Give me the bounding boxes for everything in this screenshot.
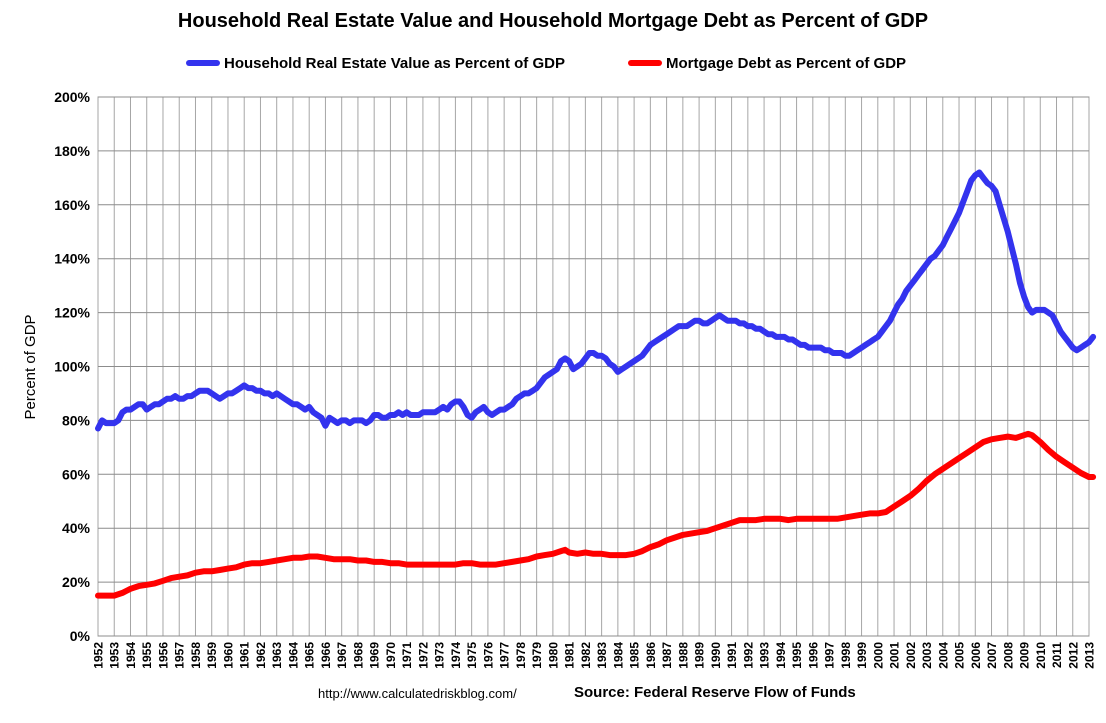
horizontal-gridlines (98, 96, 1089, 637)
series-lines (95, 169, 1097, 599)
x-tick-label: 1959 (205, 642, 219, 669)
x-tick-label: 2006 (969, 642, 983, 669)
x-tick-label: 1974 (449, 642, 463, 669)
x-tick-label: 1956 (156, 642, 170, 669)
x-tick-label: 1961 (238, 642, 252, 669)
x-tick-label: 2011 (1050, 642, 1064, 668)
x-tick-label: 1957 (173, 642, 187, 669)
legend-swatch-red (628, 60, 662, 66)
legend-item-real-estate: Household Real Estate Value as Percent o… (186, 52, 565, 74)
y-tick-label: 0% (70, 628, 91, 644)
x-tick-label: 1995 (790, 642, 804, 669)
legend-label-real-estate: Household Real Estate Value as Percent o… (224, 54, 565, 72)
legend-item-mortgage: Mortgage Debt as Percent of GDP (628, 52, 906, 74)
x-tick-label: 1970 (384, 642, 398, 669)
y-tick-label: 160% (54, 197, 90, 213)
y-tick-label: 80% (62, 412, 91, 428)
x-tick-label: 2000 (871, 642, 885, 669)
x-tick-label: 1962 (254, 642, 268, 669)
x-tick-label: 1990 (709, 642, 723, 669)
x-tick-label: 1979 (530, 642, 544, 669)
y-tick-label: 180% (54, 143, 90, 159)
x-tick-label: 1967 (335, 642, 349, 669)
x-tick-label: 1958 (189, 642, 203, 669)
y-tick-label: 20% (62, 574, 91, 590)
x-tick-label: 1981 (563, 642, 577, 669)
y-tick-label: 60% (62, 466, 91, 482)
x-tick-label: 1952 (92, 642, 106, 669)
x-tick-label: 1997 (823, 642, 837, 669)
x-tick-label: 1973 (433, 642, 447, 669)
x-tick-label: 1985 (628, 642, 642, 669)
x-tick-label: 1964 (286, 642, 300, 669)
x-tick-label: 1982 (579, 642, 593, 669)
series-line-mortgage-debt (95, 430, 1097, 599)
x-tick-label: 2002 (904, 642, 918, 669)
footer-source: Source: Federal Reserve Flow of Funds (574, 684, 856, 701)
x-tick-label: 1988 (676, 642, 690, 669)
x-tick-label: 1978 (514, 642, 528, 669)
x-tick-label: 2004 (936, 642, 950, 669)
legend-swatch-blue (186, 60, 220, 66)
x-axis-ticks: 1952 1953 1954 1955 1956 1957 1958 1959 1960 1961… (92, 642, 1097, 669)
x-tick-label: 1977 (498, 642, 512, 669)
x-tick-label: 1991 (725, 642, 739, 669)
y-tick-label: 40% (62, 520, 91, 536)
x-tick-label: 1953 (108, 642, 122, 669)
x-tick-label: 1983 (595, 642, 609, 669)
x-tick-label: 1972 (416, 642, 430, 669)
series-line-real-estate (95, 169, 1097, 432)
footer-url: http://www.calculatedriskblog.com/ (318, 686, 517, 701)
x-tick-label: 1999 (855, 642, 869, 669)
legend: Household Real Estate Value as Percent o… (0, 52, 1106, 74)
x-tick-label: 2009 (1018, 642, 1032, 669)
x-tick-label: 1996 (806, 642, 820, 669)
x-tick-label: 2007 (985, 642, 999, 669)
x-tick-label: 1998 (839, 642, 853, 669)
x-tick-label: 1971 (400, 642, 414, 669)
y-axis-ticks: 0% 20% 40% 60% 80% 100% 120% 140% 160% 180% 200% (54, 89, 90, 644)
x-tick-label: 2005 (953, 642, 967, 669)
x-tick-label: 1968 (351, 642, 365, 669)
x-tick-label: 1986 (644, 642, 658, 669)
y-tick-label: 120% (54, 305, 90, 321)
x-tick-label: 1993 (758, 642, 772, 669)
x-tick-label: 1976 (481, 642, 495, 669)
legend-label-mortgage: Mortgage Debt as Percent of GDP (666, 54, 907, 72)
x-tick-label: 1989 (693, 642, 707, 669)
x-tick-label: 1987 (660, 642, 674, 669)
x-tick-label: 1980 (546, 642, 560, 669)
x-tick-label: 1960 (221, 642, 235, 669)
x-tick-label: 1975 (465, 642, 479, 669)
y-tick-label: 140% (54, 251, 90, 267)
x-tick-label: 2012 (1066, 642, 1080, 669)
x-tick-label: 1963 (270, 642, 284, 669)
x-tick-label: 2010 (1034, 642, 1048, 669)
y-tick-label: 100% (54, 359, 90, 375)
y-tick-label: 200% (54, 89, 90, 105)
x-tick-label: 1966 (319, 642, 333, 669)
x-tick-label: 2008 (1001, 642, 1015, 669)
x-tick-label: 1969 (368, 642, 382, 669)
x-tick-label: 1955 (140, 642, 154, 669)
x-tick-label: 2013 (1083, 642, 1097, 669)
x-tick-label: 1994 (774, 642, 788, 669)
x-tick-label: 1965 (303, 642, 317, 669)
x-tick-label: 2003 (920, 642, 934, 669)
chart-title: Household Real Estate Value and Househol… (177, 10, 929, 32)
x-tick-label: 1984 (611, 642, 625, 669)
x-tick-label: 2001 (888, 642, 902, 669)
x-tick-label: 1954 (124, 642, 138, 669)
x-tick-label: 1992 (741, 642, 755, 669)
y-axis-label: Percent of GDP (22, 314, 39, 419)
